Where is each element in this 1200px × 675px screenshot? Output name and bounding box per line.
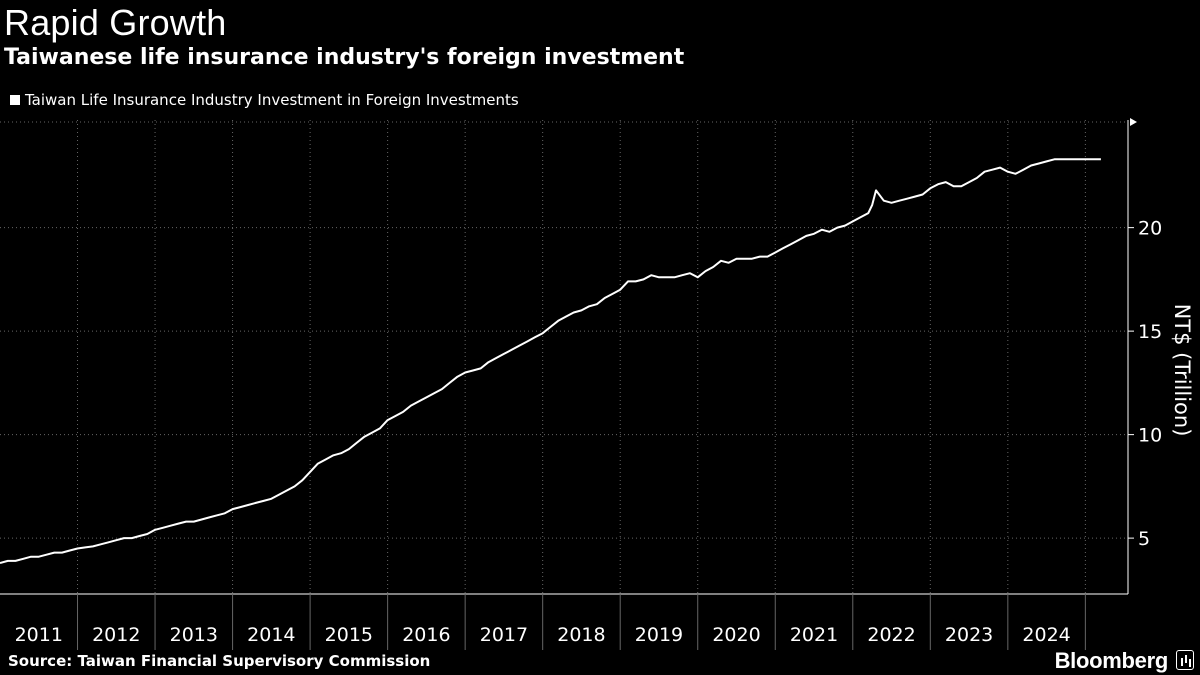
y-tick-label: 20	[1138, 218, 1162, 240]
y-tick-label: 15	[1138, 321, 1162, 343]
x-tick-label: 2013	[170, 624, 218, 646]
bloomberg-chart-icon	[1176, 650, 1194, 670]
gridlines	[0, 120, 1128, 594]
chart-canvas: 2011 2012 2013 2014 2015 2016 2017 2018 2019 2020…	[0, 0, 1200, 675]
bloomberg-logo: Bloomberg	[1055, 648, 1168, 674]
x-tick-label: 2022	[867, 624, 915, 646]
x-axis: 2011 2012 2013 2014 2015 2016 2017 2018 2019 2020…	[0, 594, 1128, 650]
x-tick-label: 2012	[92, 624, 140, 646]
x-tick-label: 2021	[790, 624, 838, 646]
x-tick-label: 2018	[557, 624, 605, 646]
x-tick-label: 2024	[1022, 624, 1070, 646]
y-axis: 5 10 15 20	[1128, 118, 1162, 594]
x-tick-label: 2017	[480, 624, 528, 646]
series-line	[0, 159, 1101, 563]
y-axis-arrow-icon	[1130, 118, 1137, 126]
x-tick-label: 2023	[945, 624, 993, 646]
x-tick-label: 2016	[402, 624, 450, 646]
x-tick-label: 2015	[325, 624, 373, 646]
x-tick-label: 2011	[15, 624, 63, 646]
y-tick-label: 10	[1138, 425, 1162, 447]
y-axis-title: NT$ (Trillion)	[1170, 304, 1194, 437]
x-tick-label: 2019	[635, 624, 683, 646]
x-tick-label: 2020	[712, 624, 760, 646]
y-tick-label: 5	[1138, 528, 1150, 550]
source-note: Source: Taiwan Financial Supervisory Com…	[8, 652, 430, 670]
x-tick-label: 2014	[247, 624, 295, 646]
